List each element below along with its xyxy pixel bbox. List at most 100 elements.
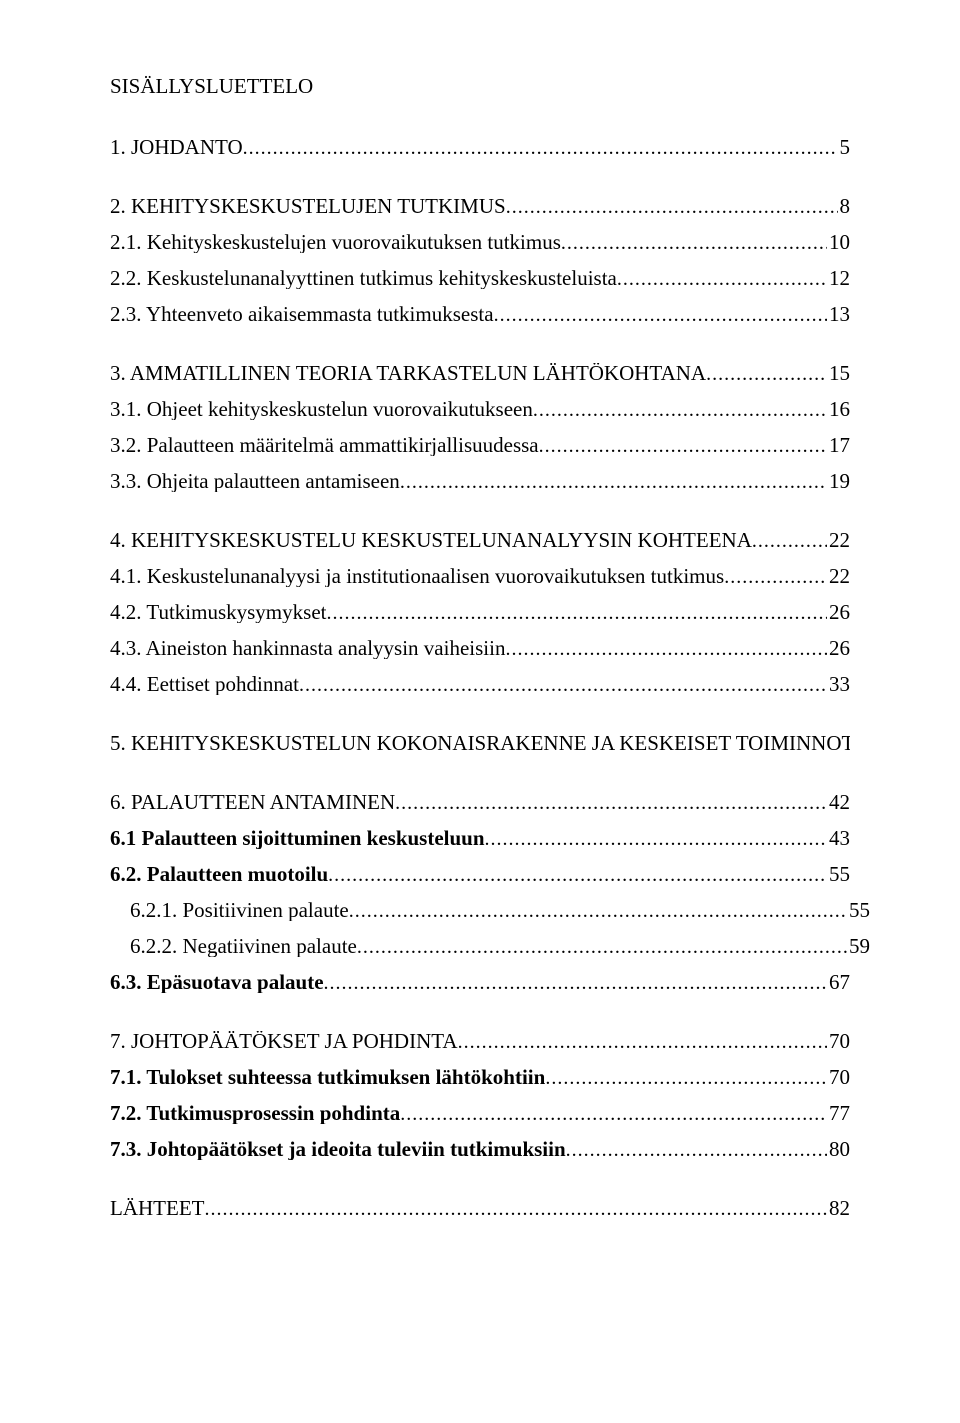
toc-entry-label: 5. KEHITYSKESKUSTELUN KOKONAISRAKENNE JA… [110, 733, 850, 754]
toc-gap [110, 1088, 850, 1103]
toc-entry-page: 16 [827, 399, 850, 420]
toc-gap [110, 993, 850, 1031]
toc-gap [110, 1160, 850, 1198]
toc-entry-page: 70 [827, 1031, 850, 1052]
toc-entry: 2.3. Yhteenveto aikaisemmasta tutkimukse… [110, 304, 850, 325]
toc-entry-page: 5 [838, 137, 851, 158]
toc-leader [617, 269, 827, 289]
toc-entry: 2.2. Keskustelunanalyyttinen tutkimus ke… [110, 268, 850, 289]
toc-gap [110, 754, 850, 792]
toc-leader [485, 829, 827, 849]
toc-entry-label: 6.2.2. Negatiivinen palaute [130, 936, 357, 957]
toc-entry-label: 6. PALAUTTEEN ANTAMINEN [110, 792, 395, 813]
toc-entry-page: 22 [827, 530, 850, 551]
toc-entry: 6. PALAUTTEEN ANTAMINEN 42 [110, 792, 850, 813]
toc-leader [539, 436, 827, 456]
toc-gap [110, 695, 850, 733]
toc-body: 1. JOHDANTO 5 2. KEHITYSKESKUSTELUJEN TUTK… [110, 137, 850, 1219]
toc-leader [494, 305, 827, 325]
toc-entry-label: 7.1. Tulokset suhteessa tutkimuksen läht… [110, 1067, 545, 1088]
toc-page: SISÄLLYSLUETTELO 1. JOHDANTO 5 2. KEHITYSK… [0, 0, 960, 1423]
toc-entry-page: 82 [827, 1198, 850, 1219]
toc-entry-label: LÄHTEET [110, 1198, 204, 1219]
toc-leader [458, 1032, 827, 1052]
toc-entry: 4.2. Tutkimuskysymykset26 [110, 602, 850, 623]
toc-gap [110, 456, 850, 471]
toc-entry: 2. KEHITYSKESKUSTELUJEN TUTKIMUS8 [110, 196, 850, 217]
toc-entry-label: 1. JOHDANTO [110, 137, 243, 158]
toc-entry-page: 59 [847, 936, 870, 957]
toc-entry-page: 43 [827, 828, 850, 849]
toc-gap [110, 1052, 850, 1067]
toc-leader [299, 675, 827, 695]
toc-entry-page: 67 [827, 972, 850, 993]
toc-entry-page: 42 [827, 792, 850, 813]
toc-entry-label: 4.1. Keskustelunanalyysi ja institutiona… [110, 566, 724, 587]
toc-entry-label: 6.3. Epäsuotava palaute [110, 972, 324, 993]
toc-entry: 6.2. Palautteen muotoilu55 [110, 864, 850, 885]
toc-gap [110, 384, 850, 399]
toc-gap [110, 325, 850, 363]
toc-leader [349, 901, 847, 921]
toc-leader [706, 364, 827, 384]
toc-entry-label: 4.2. Tutkimuskysymykset [110, 602, 326, 623]
toc-entry-page: 80 [827, 1139, 850, 1160]
toc-entry-page: 77 [827, 1103, 850, 1124]
toc-gap [110, 623, 850, 638]
toc-gap [110, 813, 850, 828]
toc-entry: 4.1. Keskustelunanalyysi ja institutiona… [110, 566, 850, 587]
toc-gap [110, 1124, 850, 1139]
toc-leader [752, 531, 827, 551]
toc-leader [505, 639, 827, 659]
toc-entry-page: 26 [827, 638, 850, 659]
toc-gap [110, 492, 850, 530]
toc-gap [110, 587, 850, 602]
toc-entry: 3. AMMATILLINEN TEORIA TARKASTELUN LÄHTÖ… [110, 363, 850, 384]
toc-entry: LÄHTEET 82 [110, 1198, 850, 1219]
toc-entry: 3.3. Ohjeita palautteen antamiseen19 [110, 471, 850, 492]
toc-entry: 6.2.2. Negatiivinen palaute 59 [130, 936, 870, 957]
toc-entry-label: 2.1. Kehityskeskustelujen vuorovaikutuks… [110, 232, 561, 253]
toc-leader [566, 1140, 827, 1160]
toc-entry: 3.2. Palautteen määritelmä ammattikirjal… [110, 435, 850, 456]
toc-entry: 2.1. Kehityskeskustelujen vuorovaikutuks… [110, 232, 850, 253]
toc-entry-page: 22 [827, 566, 850, 587]
toc-entry-label: 7.2. Tutkimusprosessin pohdinta [110, 1103, 400, 1124]
toc-title: SISÄLLYSLUETTELO [110, 74, 850, 99]
toc-gap [110, 849, 850, 864]
toc-entry-page: 33 [827, 674, 850, 695]
toc-entry: 7. JOHTOPÄÄTÖKSET JA POHDINTA70 [110, 1031, 850, 1052]
toc-gap [110, 885, 850, 900]
toc-entry-label: 3.2. Palautteen määritelmä ammattikirjal… [110, 435, 539, 456]
toc-gap [110, 659, 850, 674]
toc-leader [328, 865, 827, 885]
toc-entry-page: 12 [827, 268, 850, 289]
toc-entry-page: 15 [827, 363, 850, 384]
toc-leader [243, 138, 838, 158]
toc-entry: 4.3. Aineiston hankinnasta analyysin vai… [110, 638, 850, 659]
toc-gap [110, 420, 850, 435]
toc-entry: 7.2. Tutkimusprosessin pohdinta 77 [110, 1103, 850, 1124]
toc-leader [506, 197, 838, 217]
toc-entry: 5. KEHITYSKESKUSTELUN KOKONAISRAKENNE JA… [110, 733, 850, 754]
toc-leader [545, 1068, 827, 1088]
toc-gap [110, 217, 850, 232]
toc-entry: 6.3. Epäsuotava palaute 67 [110, 972, 850, 993]
toc-gap [110, 253, 850, 268]
toc-entry-page: 10 [827, 232, 850, 253]
toc-entry-label: 2. KEHITYSKESKUSTELUJEN TUTKIMUS [110, 196, 506, 217]
toc-entry-label: 7.3. Johtopäätökset ja ideoita tuleviin … [110, 1139, 566, 1160]
toc-leader [324, 973, 827, 993]
toc-gap [110, 158, 850, 196]
toc-entry-label: 2.3. Yhteenveto aikaisemmasta tutkimukse… [110, 304, 494, 325]
toc-leader [326, 603, 827, 623]
toc-entry-label: 2.2. Keskustelunanalyyttinen tutkimus ke… [110, 268, 617, 289]
toc-leader [533, 400, 827, 420]
toc-entry: 6.1 Palautteen sijoittuminen keskusteluu… [110, 828, 850, 849]
toc-entry-label: 4. KEHITYSKESKUSTELU KESKUSTELUNANALYYSI… [110, 530, 752, 551]
toc-entry-page: 17 [827, 435, 850, 456]
toc-leader [400, 472, 827, 492]
toc-entry-label: 6.1 Palautteen sijoittuminen keskusteluu… [110, 828, 485, 849]
toc-entry: 7.1. Tulokset suhteessa tutkimuksen läht… [110, 1067, 850, 1088]
toc-entry: 4. KEHITYSKESKUSTELU KESKUSTELUNANALYYSI… [110, 530, 850, 551]
